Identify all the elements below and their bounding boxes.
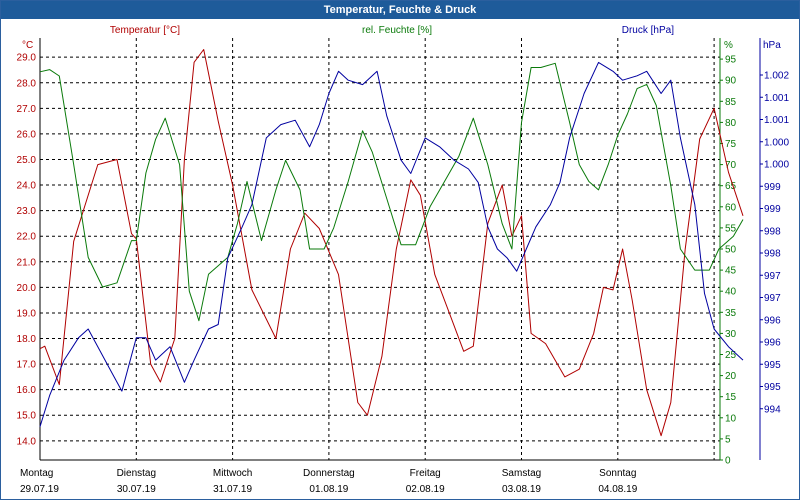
temp-tick-label: 20.0 [17, 283, 37, 294]
x-day-label: Montag [20, 468, 53, 479]
pres-tick-label: 998 [764, 249, 781, 260]
pres-tick-label: 999 [764, 182, 781, 193]
pres-tick-label: 1.001 [764, 93, 789, 104]
pres-tick-label: 996 [764, 315, 781, 326]
hum-tick-label: 80 [725, 118, 737, 129]
pres-tick-label: 994 [764, 404, 781, 415]
hum-tick-label: 55 [725, 223, 737, 234]
hum-tick-label: 60 [725, 202, 737, 213]
pres-unit-label: hPa [763, 40, 781, 51]
hum-tick-label: 40 [725, 287, 737, 298]
hum-tick-label: 10 [725, 413, 737, 424]
hum-tick-label: 45 [725, 266, 737, 277]
pres-tick-label: 1.001 [764, 115, 789, 126]
temp-axis-title: Temperatur [°C] [110, 25, 180, 36]
pres-tick-label: 1.000 [764, 137, 789, 148]
series-line-pres [39, 61, 744, 427]
hum-tick-label: 20 [725, 371, 737, 382]
x-day-label: Dienstag [117, 468, 156, 479]
temp-tick-label: 16.0 [17, 385, 37, 396]
series-line-hum [39, 62, 744, 322]
hum-tick-label: 70 [725, 160, 737, 171]
window-title: Temperatur, Feuchte & Druck [1, 1, 799, 19]
x-date-label: 30.07.19 [117, 484, 156, 495]
temp-tick-label: 27.0 [17, 104, 37, 115]
temp-tick-label: 17.0 [17, 360, 37, 371]
pres-tick-label: 996 [764, 338, 781, 349]
hum-tick-label: 15 [725, 392, 737, 403]
pres-tick-label: 995 [764, 382, 781, 393]
temp-tick-label: 19.0 [17, 308, 37, 319]
hum-tick-label: 85 [725, 97, 737, 108]
temp-tick-label: 25.0 [17, 155, 37, 166]
pres-tick-label: 1.002 [764, 71, 789, 82]
temp-tick-label: 15.0 [17, 411, 37, 422]
pres-tick-label: 999 [764, 204, 781, 215]
hum-tick-label: 0 [725, 456, 731, 467]
hum-tick-label: 50 [725, 245, 737, 256]
hum-tick-label: 30 [725, 329, 737, 340]
x-date-label: 02.08.19 [406, 484, 445, 495]
tick-labels: 29.0 28.0 27.0 26.0 25.0 24.0 23.0 22.0 21.0 20.0… [17, 53, 790, 467]
hum-axis-title: rel. Feuchte [%] [362, 25, 432, 36]
temp-tick-label: 23.0 [17, 206, 37, 217]
pres-tick-label: 997 [764, 271, 781, 282]
pres-tick-label: 997 [764, 293, 781, 304]
hum-tick-label: 25 [725, 350, 737, 361]
axes [39, 38, 763, 461]
hum-tick-label: 5 [725, 434, 731, 445]
x-date-label: 01.08.19 [309, 484, 348, 495]
x-axis-labels: Montag 29.07.19 Dienstag 30.07.19 Mittwoch 31… [20, 468, 638, 495]
hum-tick-label: 65 [725, 181, 737, 192]
x-date-label: 04.08.19 [598, 484, 637, 495]
pres-tick-label: 1.000 [764, 160, 789, 171]
x-day-label: Donnerstag [303, 468, 355, 479]
temp-tick-label: 24.0 [17, 181, 37, 192]
temp-tick-label: 29.0 [17, 53, 37, 64]
hum-tick-label: 90 [725, 76, 737, 87]
temp-tick-label: 28.0 [17, 78, 37, 89]
temp-tick-label: 14.0 [17, 436, 37, 447]
temp-unit-label: °C [22, 40, 33, 51]
hum-tick-label: 35 [725, 308, 737, 319]
series-line-temp [39, 49, 744, 437]
hum-tick-label: 95 [725, 55, 737, 66]
series [39, 49, 744, 437]
x-day-label: Sonntag [599, 468, 636, 479]
x-day-label: Mittwoch [213, 468, 252, 479]
x-day-label: Samstag [502, 468, 541, 479]
temp-tick-label: 21.0 [17, 257, 37, 268]
grid [40, 38, 720, 460]
temp-tick-label: 26.0 [17, 129, 37, 140]
pres-tick-label: 998 [764, 226, 781, 237]
pres-axis-title: Druck [hPa] [622, 25, 674, 36]
temp-tick-label: 22.0 [17, 232, 37, 243]
x-day-label: Freitag [410, 468, 441, 479]
pres-tick-label: 995 [764, 360, 781, 371]
hum-tick-label: 75 [725, 139, 737, 150]
x-date-label: 03.08.19 [502, 484, 541, 495]
hum-unit-label: % [724, 40, 733, 51]
temp-tick-label: 18.0 [17, 334, 37, 345]
x-date-label: 31.07.19 [213, 484, 252, 495]
x-date-label: 29.07.19 [20, 484, 59, 495]
